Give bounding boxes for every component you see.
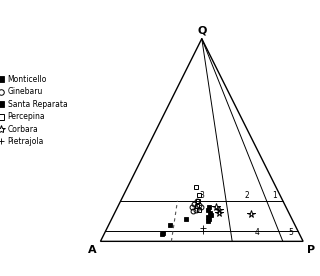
Text: P: P bbox=[307, 245, 315, 255]
Legend: Monticello, Ginebaru, Santa Reparata, Percepina, Corbara, Pietrajola: Monticello, Ginebaru, Santa Reparata, Pe… bbox=[0, 75, 67, 146]
Text: 1: 1 bbox=[272, 191, 277, 200]
Text: A: A bbox=[88, 245, 96, 255]
Text: 2: 2 bbox=[244, 191, 249, 200]
Text: Q: Q bbox=[197, 26, 206, 36]
Text: 5: 5 bbox=[289, 228, 293, 237]
Text: 4: 4 bbox=[255, 228, 260, 237]
Text: 3: 3 bbox=[199, 191, 204, 200]
